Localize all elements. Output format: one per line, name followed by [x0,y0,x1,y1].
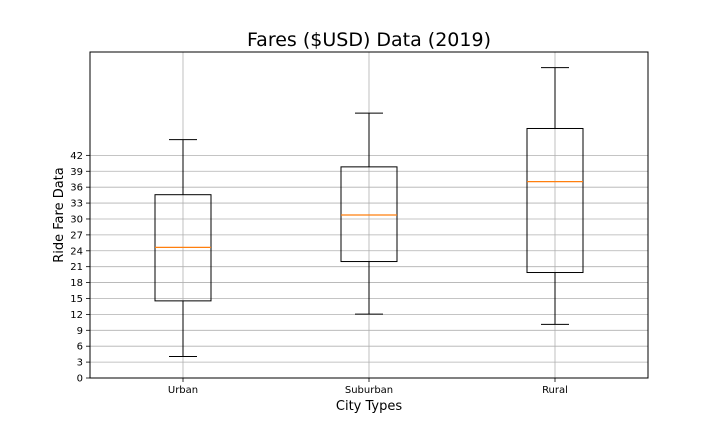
y-tick-label: 3 [77,358,83,369]
y-tick-label: 27 [70,230,83,241]
y-tick-label: 9 [77,326,83,337]
box-rural [526,127,584,274]
box-suburban [340,166,398,263]
y-tick-label: 0 [77,374,83,385]
x-tick-label: Rural [542,385,568,396]
y-tick-label: 15 [70,294,83,305]
y-tick-label: 18 [70,278,83,289]
y-tick-label: 33 [70,199,83,210]
y-tick-label: 42 [70,151,83,162]
y-tick-label: 12 [70,310,83,321]
y-tick-label: 39 [70,167,83,178]
chart-title: Fares ($USD) Data (2019) [247,29,491,51]
box-layer [154,67,584,358]
y-tick-label: 30 [70,214,83,225]
y-tick-label: 36 [70,183,83,194]
y-tick-label: 21 [70,262,83,273]
x-axis-label: City Types [336,399,402,414]
y-axis-label: Ride Fare Data [52,167,67,263]
x-tick-label: Suburban [345,385,393,396]
y-tick-label: 6 [77,342,83,353]
y-tick-label: 24 [70,246,83,257]
x-tick-label: Urban [168,385,198,396]
